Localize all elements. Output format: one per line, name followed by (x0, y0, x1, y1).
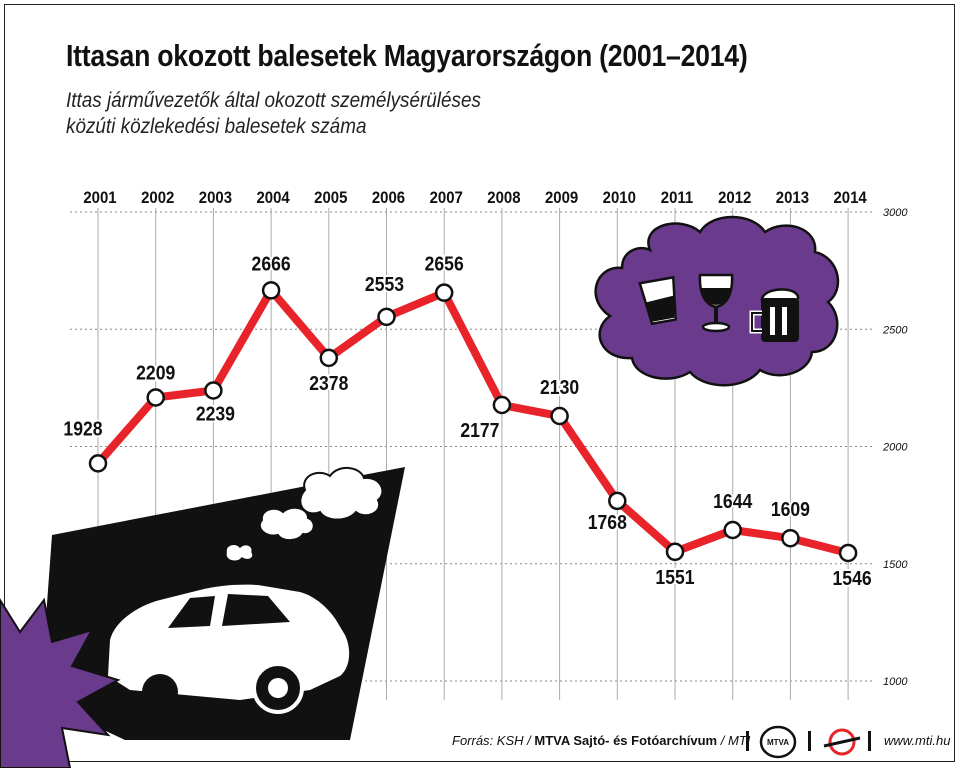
x-tick-label: 2006 (372, 189, 405, 207)
data-label: 1644 (713, 490, 753, 512)
data-point (204, 381, 223, 400)
data-label: 1551 (655, 566, 694, 588)
y-tick-label: 3000 (883, 207, 908, 219)
y-axis-labels: 3000 2500 2000 1500 1000 (882, 207, 908, 688)
separator (746, 731, 749, 751)
y-tick-label: 1000 (883, 676, 908, 688)
x-axis-labels: 2001 2002 2003 2004 2005 2006 2007 2008 2009 2010… (83, 189, 866, 207)
x-tick-label: 2007 (430, 189, 463, 207)
data-point (146, 388, 165, 407)
wine-glass-icon (698, 273, 734, 333)
chart-subtitle: Ittas járművezetők által okozott személy… (66, 89, 481, 138)
website: www.mti.hu (884, 733, 951, 748)
x-tick-label: 2008 (487, 189, 520, 207)
data-point (261, 281, 281, 300)
data-label: 1928 (63, 417, 102, 439)
data-point (492, 395, 512, 415)
source-org: MTVA Sajtó- és Fotóarchívum (534, 733, 718, 748)
data-point (723, 520, 742, 540)
series-line (94, 286, 850, 557)
x-tick-label: 2010 (603, 189, 636, 207)
data-point (319, 348, 339, 368)
data-label: 2378 (309, 372, 348, 394)
data-label: 1609 (771, 498, 810, 520)
x-tick-label: 2014 (833, 189, 866, 207)
data-label: 2209 (136, 361, 175, 383)
x-tick-label: 2011 (661, 189, 694, 207)
data-label: 2666 (252, 252, 291, 274)
data-point (608, 491, 627, 511)
thought-bubble-icon (594, 215, 840, 387)
data-labels: 1928 2209 2239 2666 2378 2553 2656 2177 2130 1768… (62, 250, 874, 591)
y-tick-label: 1500 (883, 559, 908, 571)
data-point (434, 283, 454, 302)
thought-bubble-icon (225, 467, 384, 562)
x-tick-label: 2003 (199, 189, 232, 207)
x-tick-label: 2004 (256, 189, 289, 207)
y-tick-label: 2000 (882, 442, 908, 454)
source-prefix: Forrás: KSH / (452, 733, 535, 748)
infographic-frame (4, 4, 955, 762)
separator (868, 731, 871, 751)
svg-text:MTVA: MTVA (767, 738, 789, 747)
chart-title: Ittasan okozott balesetek Magyarországon… (66, 38, 748, 73)
data-label: 2239 (196, 402, 235, 424)
source-note: Forrás: KSH / MTVA Sajtó- és Fotóarchívu… (452, 733, 750, 748)
data-label: 2656 (425, 253, 464, 275)
data-label: 2553 (365, 273, 404, 295)
data-label: 1768 (588, 511, 627, 533)
data-point (838, 543, 858, 563)
data-point (377, 307, 396, 327)
mti-logo (823, 728, 861, 756)
data-point (88, 454, 108, 473)
x-tick-label: 2012 (718, 189, 751, 207)
data-point (781, 528, 800, 548)
x-tick-label: 2005 (314, 189, 347, 207)
x-tick-label: 2009 (545, 189, 578, 207)
separator (808, 731, 811, 751)
car-icon (108, 584, 350, 714)
data-label: 1546 (833, 567, 872, 589)
x-tick-label: 2013 (776, 189, 809, 207)
data-point (665, 542, 685, 562)
data-label: 2177 (460, 419, 499, 441)
x-tick-label: 2001 (83, 189, 116, 207)
data-point (550, 406, 569, 426)
y-tick-label: 2500 (882, 324, 908, 336)
data-label: 2130 (540, 376, 579, 398)
beer-mug-icon (749, 288, 800, 342)
crash-burst-icon (0, 597, 121, 768)
glass-icon (638, 275, 677, 326)
x-tick-label: 2002 (141, 189, 174, 207)
source-suffix: / MTI (717, 733, 751, 748)
mtva-logo: MTVA (759, 725, 797, 759)
